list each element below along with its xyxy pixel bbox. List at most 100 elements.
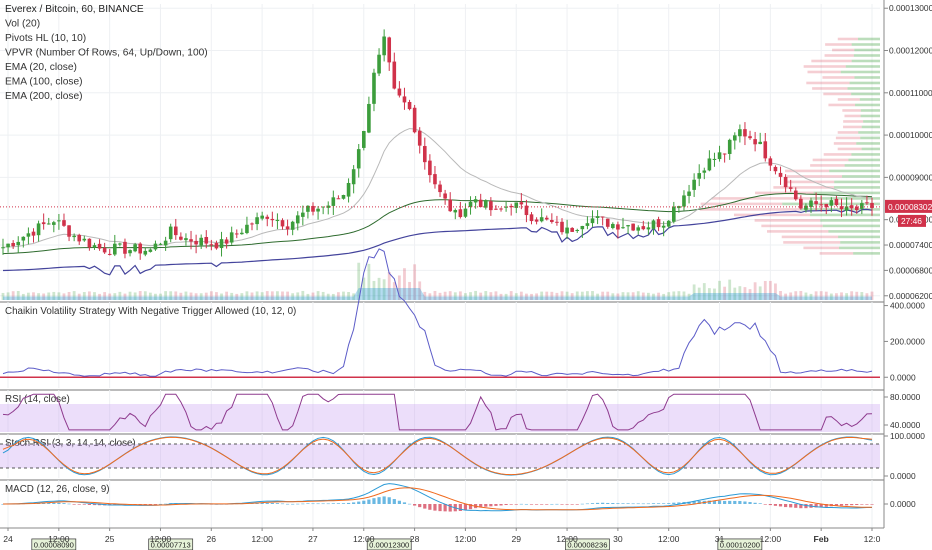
- macd-histogram-bar: [321, 503, 325, 505]
- macd-histogram-bar: [565, 504, 569, 505]
- candle-body: [295, 215, 300, 224]
- vpvr-bar-down: [761, 224, 823, 228]
- volume-bar: [697, 287, 701, 300]
- rsi-pane[interactable]: RSI (14, close): [0, 389, 884, 432]
- candle-body: [184, 238, 188, 241]
- candle-body: [306, 205, 310, 212]
- volume-bar: [774, 283, 777, 300]
- candle-body: [270, 218, 275, 221]
- macd-histogram-bar: [601, 502, 605, 504]
- volume-bar: [276, 291, 279, 300]
- price-pane[interactable]: 0.000080900.000072900.000077130.00007218…: [0, 4, 880, 550]
- macd-histogram-bar: [438, 504, 442, 512]
- macd-histogram-bar: [819, 504, 823, 508]
- vpvr-bar-up: [834, 180, 880, 184]
- pane-title: Stoch RSI (3, 3, 14, 14, close): [5, 438, 136, 449]
- macd-histogram-bar: [387, 497, 391, 504]
- legend-item: Pivots HL (10, 10): [5, 33, 86, 44]
- volume-bar: [799, 290, 803, 300]
- candle-body: [453, 210, 458, 213]
- candle-body: [590, 218, 595, 224]
- candle-body: [285, 226, 290, 230]
- vpvr-bar-up: [809, 213, 880, 217]
- volume-bar: [484, 291, 488, 300]
- legend: Everex / Bitcoin, 60, BINANCE Vol (20) Piv…: [5, 4, 208, 102]
- volume-bar: [870, 291, 874, 300]
- volume-bar: [291, 293, 295, 300]
- candle-body: [92, 245, 97, 248]
- candle-body: [214, 243, 219, 249]
- volume-bar: [779, 291, 782, 300]
- vpvr-bar-down: [803, 246, 840, 250]
- vpvr-bar-down: [825, 43, 852, 46]
- volume-bar: [840, 292, 843, 300]
- candle-body: [118, 243, 122, 245]
- volume-bar: [408, 281, 411, 300]
- vpvr-bar-up: [860, 136, 880, 140]
- volume-bar: [616, 293, 620, 300]
- signal-line: [3, 487, 872, 511]
- volume-bar: [67, 291, 71, 300]
- candle-body: [819, 204, 823, 206]
- candle-body: [67, 225, 71, 237]
- stoch-d-line: [2, 436, 873, 476]
- candle-body: [240, 232, 244, 235]
- candle-body: [854, 206, 859, 211]
- volume-bar: [179, 292, 183, 300]
- volume-bar: [128, 291, 132, 300]
- volume-bar: [702, 283, 706, 300]
- candle-body: [173, 226, 178, 236]
- macd-pane[interactable]: MACD (12, 26, close, 9): [0, 479, 884, 528]
- candle-body: [585, 223, 590, 226]
- candle-body: [463, 208, 468, 217]
- candle-body: [580, 225, 585, 230]
- volume-bar: [626, 292, 630, 300]
- candle-body: [793, 190, 798, 200]
- vpvr-bar-up: [860, 109, 880, 112]
- candle-body: [11, 242, 15, 247]
- y-tick-label: 0.00011000: [889, 88, 932, 98]
- macd-histogram-bar: [870, 504, 874, 505]
- x-tick-label: 12:00: [251, 534, 273, 544]
- macd-histogram-bar: [758, 503, 762, 504]
- macd-histogram-bar: [301, 503, 305, 505]
- stoch-rsi-pane[interactable]: Stoch RSI (3, 3, 14, 14, close): [0, 433, 884, 478]
- volume-bar: [489, 292, 493, 300]
- volume-bar: [423, 291, 427, 300]
- vpvr-bar-up: [854, 76, 880, 79]
- volume-bar: [342, 291, 345, 300]
- candle-body: [16, 241, 21, 246]
- vpvr-bar-down: [803, 65, 846, 68]
- volume-bar: [260, 292, 264, 300]
- y-tick-label: 40.0000: [890, 420, 921, 430]
- volume-bar: [372, 280, 376, 300]
- volume-bar: [545, 291, 549, 300]
- volume-bar: [154, 293, 157, 300]
- candle-body: [387, 37, 392, 63]
- vpvr-bar-down: [823, 92, 852, 96]
- candle-body: [524, 205, 529, 216]
- volume-bar: [611, 293, 615, 300]
- volume-bar: [591, 291, 594, 300]
- candle-body: [565, 227, 569, 234]
- volume-bar: [367, 263, 371, 300]
- x-tick-label: 12:00: [353, 534, 375, 544]
- volume-bar: [672, 291, 676, 300]
- macd-histogram-bar: [585, 503, 590, 505]
- candle-body: [682, 195, 686, 207]
- volume-bar: [657, 292, 660, 300]
- chaikin-pane[interactable]: Chaikin Volatility Strategy With Negativ…: [0, 248, 884, 388]
- macd-histogram-bar: [621, 503, 625, 504]
- vpvr-bar-down: [822, 76, 855, 79]
- candle-body: [209, 244, 214, 246]
- macd-histogram-bar: [626, 503, 630, 504]
- pivot-label: 0.00008090: [34, 540, 74, 549]
- macd-histogram-bar: [789, 504, 793, 508]
- volume-bar: [667, 292, 671, 300]
- candle-body: [331, 197, 336, 206]
- macd-histogram-bar: [397, 500, 401, 504]
- macd-histogram-bar: [717, 500, 722, 504]
- volume-bar: [387, 271, 391, 300]
- macd-histogram-bar: [636, 503, 640, 505]
- volume-bar: [392, 282, 396, 300]
